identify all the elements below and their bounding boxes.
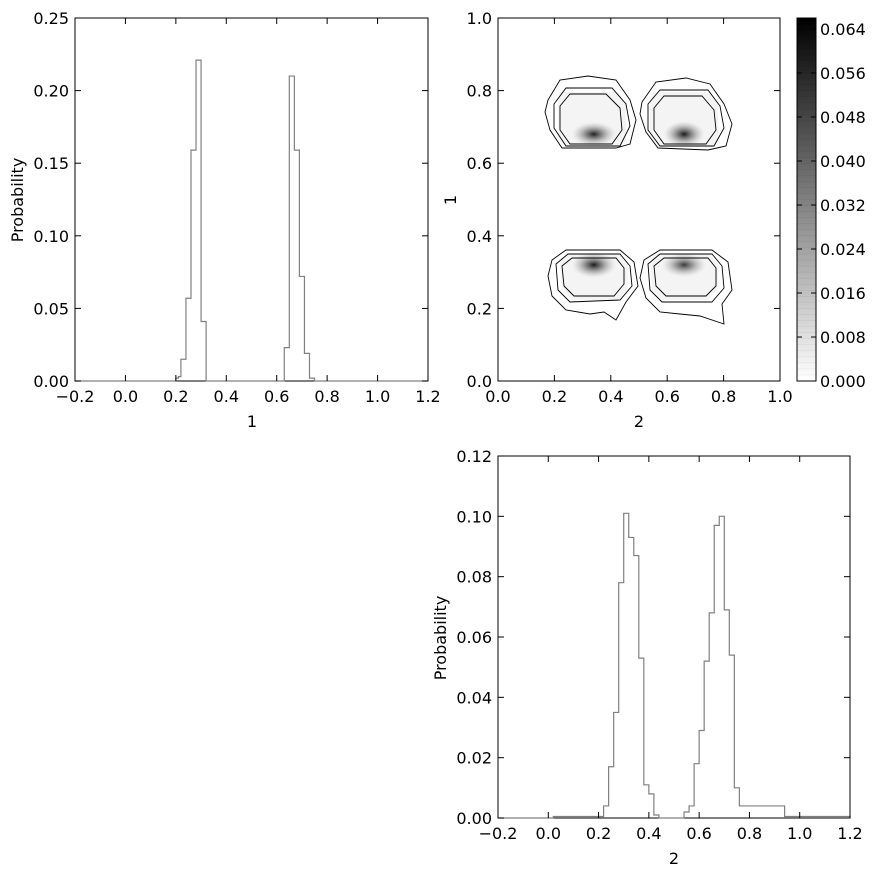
histogram-2-steps xyxy=(498,512,851,819)
contour-bottom-left-inner xyxy=(561,257,625,297)
contour-bottom-left-outer xyxy=(547,249,639,321)
hist1-xtick-label: 0.8 xyxy=(314,387,339,406)
joint-density-frame xyxy=(497,17,781,382)
joint-xtick-label: 0.2 xyxy=(542,387,567,406)
joint-density-panel: 0.0 0.2 0.4 0.6 0.8 1.0 0.00.20.40.60.81.0 2 … xyxy=(441,9,866,431)
hist2-xtick-label: 0.6 xyxy=(686,824,711,843)
histogram-1-ylabel: Probability xyxy=(8,158,27,243)
hist2-ytick-label: 0.12 xyxy=(456,447,492,466)
density-peak-bottom-right xyxy=(660,251,709,278)
histogram-1-xlabel: 1 xyxy=(247,412,257,431)
joint-density-ylabel: 1 xyxy=(441,195,460,205)
contour-bottom-right-inner xyxy=(653,257,717,297)
contours xyxy=(544,75,733,325)
joint-xtick-label: 0.8 xyxy=(711,387,736,406)
contour-bottom-left-mid xyxy=(555,253,633,303)
hist2-ytick-label: 0.08 xyxy=(456,568,492,587)
colorbar-tick-label: 0.024 xyxy=(820,240,866,259)
contour-bottom-right-outer xyxy=(639,249,733,325)
hist2-ytick-label: 0.10 xyxy=(456,507,492,526)
joint-ytick-label: 0.0 xyxy=(467,372,492,391)
histogram-1-steps xyxy=(75,59,428,382)
colorbar-tick-label: 0.040 xyxy=(820,152,866,171)
joint-density-xlabel: 2 xyxy=(634,412,644,431)
hist2-xtick-label: 0.0 xyxy=(536,824,561,843)
joint-ytick-label: 0.8 xyxy=(467,82,492,101)
joint-xtick-label: 0.4 xyxy=(598,387,623,406)
hist1-ytick-label: 0.25 xyxy=(33,9,69,28)
hist1-xtick-label: 0.6 xyxy=(264,387,289,406)
colorbar-bands xyxy=(797,23,816,376)
colorbar: 0.000 0.008 0.016 0.024 0.032 0.040 0.048 0.056… xyxy=(796,17,866,391)
histogram-2-panel: −0.2 0.0 0.2 0.4 0.6 0.8 1.0 1.2 0.00 0.02 0.04 0.… xyxy=(431,447,863,868)
hist2-xtick-label: 1.2 xyxy=(837,824,862,843)
hist1-ytick-label: 0.05 xyxy=(33,299,69,318)
density-peak-top-left xyxy=(569,121,618,148)
histogram-2-frame xyxy=(497,455,851,819)
colorbar-tick-label: 0.056 xyxy=(820,64,866,83)
density-blob-top-left xyxy=(558,92,626,148)
hist2-xtick-label: 0.2 xyxy=(586,824,611,843)
density-peak-bottom-left xyxy=(569,250,618,279)
joint-ytick-label: 1.0 xyxy=(467,9,492,28)
contour-top-left-mid xyxy=(553,87,631,147)
histogram-2-ylabel: Probability xyxy=(431,596,450,681)
hist1-xtick-label: 0.2 xyxy=(163,387,188,406)
joint-ytick-label: 0.4 xyxy=(467,227,492,246)
joint-xtick-label: 0.0 xyxy=(485,387,510,406)
density-blob-bottom-right xyxy=(650,251,718,300)
histogram-1-frame xyxy=(74,17,429,382)
hist1-xtick-label: −0.2 xyxy=(56,387,95,406)
joint-xtick-label: 1.0 xyxy=(767,387,792,406)
hist1-ytick-label: 0.15 xyxy=(33,154,69,173)
hist1-xtick-label: 0.4 xyxy=(214,387,239,406)
colorbar-tick-label: 0.032 xyxy=(820,196,866,215)
hist2-ytick-label: 0.04 xyxy=(456,688,492,707)
joint-ytick-label: 0.2 xyxy=(467,299,492,318)
density-blob-top-right xyxy=(650,92,718,149)
histogram-2-xlabel: 2 xyxy=(669,849,679,868)
hist2-ytick-label: 0.06 xyxy=(456,628,492,647)
hist2-xtick-label: −0.2 xyxy=(479,824,518,843)
colorbar-tick-label: 0.016 xyxy=(820,284,866,303)
colorbar-tick-label: 0.048 xyxy=(820,108,866,127)
hist1-xtick-label: 1.0 xyxy=(365,387,390,406)
density-peak-top-right xyxy=(662,120,707,149)
colorbar-gradient xyxy=(796,17,817,382)
hist2-ytick-label: 0.00 xyxy=(456,809,492,828)
contour-top-right-inner xyxy=(653,95,717,145)
joint-xtick-label: 0.6 xyxy=(654,387,679,406)
contour-top-right-outer xyxy=(639,77,733,151)
hist1-xtick-label: 1.2 xyxy=(415,387,440,406)
hist1-ytick-label: 0.20 xyxy=(33,82,69,101)
colorbar-tick-label: 0.000 xyxy=(820,372,866,391)
hist1-ytick-label: 0.10 xyxy=(33,227,69,246)
hist2-xtick-label: 0.8 xyxy=(737,824,762,843)
hist2-xtick-label: 0.4 xyxy=(636,824,661,843)
hist2-xtick-label: 1.0 xyxy=(787,824,812,843)
colorbar-tick-label: 0.008 xyxy=(820,328,866,347)
hist2-ytick-label: 0.02 xyxy=(456,749,492,768)
histogram-1-panel: −0.2 0.0 0.2 0.4 0.6 0.8 1.0 1.2 0.00 0.05 0.10 0.… xyxy=(8,9,441,431)
contour-top-left-inner xyxy=(559,93,623,145)
contour-top-left-outer xyxy=(544,75,637,149)
hist1-ytick-label: 0.00 xyxy=(33,372,69,391)
contour-top-right-mid xyxy=(647,89,725,147)
colorbar-tick-label: 0.064 xyxy=(820,20,866,39)
contour-bottom-right-mid xyxy=(647,253,725,303)
joint-ytick-label: 0.6 xyxy=(467,154,492,173)
hist1-xtick-label: 0.0 xyxy=(113,387,138,406)
